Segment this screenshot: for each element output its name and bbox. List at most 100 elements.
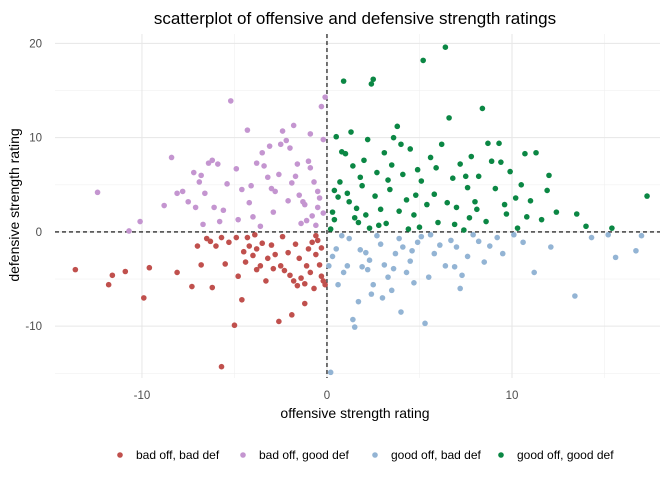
data-point-series-3	[538, 216, 545, 223]
data-point-series-2	[364, 266, 371, 273]
data-point-series-1	[239, 186, 245, 193]
data-point-series-0	[285, 249, 291, 256]
data-point-series-0	[231, 322, 238, 329]
data-point-series-0	[253, 266, 260, 273]
data-point-series-0	[209, 284, 216, 291]
data-point-series-2	[329, 253, 336, 260]
data-point-series-3	[546, 172, 552, 179]
data-point-series-3	[388, 162, 395, 168]
data-point-series-0	[105, 281, 112, 288]
data-point-series-1	[313, 222, 319, 229]
data-point-series-3	[498, 159, 504, 165]
data-points	[72, 44, 650, 376]
data-point-series-0	[296, 255, 303, 262]
data-point-series-2	[366, 257, 373, 263]
data-point-series-2	[407, 258, 414, 264]
chart-title: scatterplot of offensive and defensive s…	[154, 9, 556, 28]
data-point-series-0	[313, 232, 319, 239]
data-point-series-3	[405, 226, 412, 232]
data-point-series-0	[298, 275, 304, 281]
data-point-series-1	[289, 180, 295, 186]
data-point-series-1	[246, 199, 253, 206]
data-point-series-3	[359, 182, 365, 189]
data-point-series-2	[442, 263, 449, 269]
data-point-series-0	[270, 265, 277, 272]
data-point-series-0	[174, 269, 180, 276]
data-point-series-0	[311, 285, 317, 292]
y-axis-title: defensive strength rating	[6, 128, 22, 281]
data-point-series-2	[379, 295, 386, 301]
data-point-series-2	[390, 265, 397, 272]
legend-label-0: bad off, bad def	[136, 448, 220, 462]
data-point-series-2	[409, 247, 415, 254]
data-point-series-3	[442, 44, 449, 50]
data-point-series-1	[303, 217, 310, 224]
data-point-series-1	[174, 190, 180, 197]
data-point-series-3	[483, 218, 489, 225]
data-point-series-2	[350, 316, 356, 323]
data-point-series-3	[444, 199, 451, 206]
data-point-series-3	[383, 220, 389, 227]
data-point-series-3	[351, 214, 358, 221]
data-point-series-2	[368, 291, 375, 297]
data-point-series-1	[126, 228, 132, 234]
legend: bad off, bad def bad off, good def good of…	[117, 448, 614, 462]
data-point-series-3	[488, 158, 495, 165]
data-point-series-3	[462, 173, 469, 180]
data-point-series-3	[331, 216, 338, 223]
data-point-series-2	[374, 232, 380, 239]
data-point-series-1	[307, 165, 314, 171]
data-point-series-3	[533, 149, 539, 156]
data-point-series-3	[329, 209, 336, 215]
data-point-series-2	[392, 250, 399, 257]
data-point-series-3	[353, 205, 360, 212]
data-point-series-3	[338, 149, 345, 155]
data-point-series-2	[363, 249, 369, 256]
data-point-series-0	[289, 312, 295, 318]
data-point-series-0	[305, 246, 312, 252]
data-point-series-1	[314, 188, 321, 195]
data-point-series-3	[420, 57, 426, 64]
data-point-series-1	[264, 174, 271, 181]
data-point-series-3	[496, 140, 502, 147]
data-point-series-0	[239, 296, 245, 303]
data-point-series-3	[435, 219, 441, 226]
data-point-series-2	[333, 246, 340, 252]
data-point-series-0	[294, 282, 301, 289]
data-point-series-1	[161, 202, 167, 209]
data-point-series-1	[179, 188, 186, 195]
data-point-series-2	[511, 231, 517, 238]
data-point-series-1	[314, 204, 321, 211]
data-point-series-0	[322, 281, 328, 288]
data-point-series-3	[348, 129, 354, 135]
data-point-series-2	[572, 293, 578, 299]
data-point-series-3	[492, 185, 499, 192]
data-point-series-3	[381, 149, 388, 156]
data-point-series-3	[466, 214, 473, 221]
data-point-series-3	[331, 187, 338, 194]
data-point-series-2	[633, 247, 639, 254]
data-point-series-3	[350, 163, 356, 169]
data-point-series-3	[431, 191, 438, 198]
data-point-series-1	[168, 154, 175, 161]
data-point-series-3	[337, 179, 343, 185]
data-point-series-2	[427, 231, 434, 238]
data-point-series-2	[520, 239, 526, 246]
data-point-series-2	[327, 369, 334, 376]
data-point-series-2	[414, 239, 421, 246]
data-point-series-1	[190, 169, 197, 176]
data-point-series-3	[368, 81, 375, 87]
data-point-series-2	[612, 254, 619, 261]
data-point-series-1	[220, 207, 227, 214]
data-point-series-0	[253, 246, 260, 252]
data-point-series-3	[375, 222, 382, 229]
data-point-series-3	[394, 123, 401, 130]
data-point-series-1	[285, 198, 291, 204]
legend-key-0	[117, 452, 123, 458]
data-point-series-0	[141, 295, 147, 301]
data-point-series-0	[263, 278, 269, 284]
data-point-series-1	[253, 160, 260, 166]
data-point-series-3	[507, 168, 513, 175]
data-point-series-2	[499, 250, 506, 257]
data-point-series-0	[316, 262, 323, 268]
